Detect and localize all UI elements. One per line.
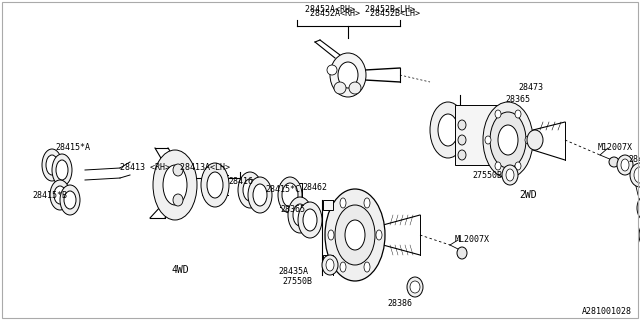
Ellipse shape (438, 114, 458, 146)
Ellipse shape (345, 220, 365, 250)
Text: 27550B: 27550B (472, 172, 502, 180)
Ellipse shape (243, 179, 257, 201)
Ellipse shape (325, 189, 385, 281)
Ellipse shape (201, 163, 229, 207)
Ellipse shape (173, 194, 183, 206)
Bar (455, 105, 510, 165)
Ellipse shape (50, 180, 70, 210)
Ellipse shape (46, 155, 58, 175)
Ellipse shape (334, 82, 346, 94)
Ellipse shape (376, 230, 382, 240)
Ellipse shape (163, 165, 187, 205)
Ellipse shape (410, 281, 420, 293)
Ellipse shape (327, 65, 337, 75)
Ellipse shape (495, 110, 501, 118)
Ellipse shape (54, 186, 66, 204)
Ellipse shape (634, 167, 640, 183)
Ellipse shape (458, 135, 466, 145)
Ellipse shape (639, 219, 640, 251)
Ellipse shape (364, 198, 370, 208)
Ellipse shape (349, 82, 361, 94)
Text: 28413 <RH>  28413A<LH>: 28413 <RH> 28413A<LH> (120, 164, 230, 172)
Text: 28452A<RH>  28452B<LH>: 28452A<RH> 28452B<LH> (305, 5, 415, 14)
Ellipse shape (278, 177, 302, 213)
Ellipse shape (64, 191, 76, 209)
Ellipse shape (483, 102, 533, 178)
Ellipse shape (637, 194, 640, 222)
Ellipse shape (326, 259, 334, 271)
Ellipse shape (502, 165, 518, 185)
Ellipse shape (173, 164, 183, 176)
Text: 28415*B: 28415*B (32, 190, 67, 199)
Ellipse shape (515, 162, 521, 170)
Text: 28473: 28473 (518, 84, 543, 92)
Text: M12007X: M12007X (598, 143, 633, 153)
Text: 28386: 28386 (387, 300, 413, 308)
Text: 4WD: 4WD (171, 265, 189, 275)
Ellipse shape (335, 205, 375, 265)
Text: 28487: 28487 (628, 156, 640, 164)
Ellipse shape (42, 149, 62, 181)
Ellipse shape (288, 197, 312, 233)
Ellipse shape (303, 209, 317, 231)
Ellipse shape (153, 150, 197, 220)
Ellipse shape (498, 125, 518, 155)
Ellipse shape (495, 162, 501, 170)
Ellipse shape (293, 204, 307, 226)
Text: 28365: 28365 (505, 95, 530, 105)
Ellipse shape (340, 262, 346, 272)
Ellipse shape (525, 136, 531, 144)
Ellipse shape (207, 172, 223, 198)
Text: A281001028: A281001028 (582, 308, 632, 316)
Ellipse shape (60, 185, 80, 215)
Ellipse shape (458, 120, 466, 130)
Text: ML2007X: ML2007X (455, 236, 490, 244)
Text: 28415*A: 28415*A (55, 143, 90, 153)
Ellipse shape (490, 112, 526, 168)
Ellipse shape (457, 247, 467, 259)
Ellipse shape (364, 262, 370, 272)
Ellipse shape (515, 110, 521, 118)
Ellipse shape (282, 183, 298, 207)
Text: 2WD: 2WD (519, 190, 537, 200)
Ellipse shape (56, 160, 68, 180)
Ellipse shape (630, 163, 640, 187)
Ellipse shape (238, 172, 262, 208)
Text: 28415*C: 28415*C (265, 186, 300, 195)
Ellipse shape (52, 154, 72, 186)
Text: 28452A<RH>  28452B<LH>: 28452A<RH> 28452B<LH> (310, 9, 420, 18)
Ellipse shape (248, 177, 272, 213)
Ellipse shape (609, 157, 619, 167)
Ellipse shape (617, 155, 633, 175)
Text: 28365: 28365 (280, 205, 305, 214)
Ellipse shape (621, 159, 629, 171)
Text: 28416: 28416 (228, 178, 253, 187)
Ellipse shape (338, 62, 358, 88)
Ellipse shape (322, 255, 338, 275)
Text: 28435A: 28435A (278, 268, 308, 276)
Text: 28462: 28462 (302, 183, 327, 193)
Ellipse shape (407, 277, 423, 297)
Ellipse shape (298, 202, 322, 238)
Bar (323, 200, 333, 210)
Ellipse shape (328, 230, 334, 240)
Ellipse shape (485, 136, 491, 144)
Bar (323, 255, 333, 265)
Text: 27550B: 27550B (282, 277, 312, 286)
Ellipse shape (527, 130, 543, 150)
Ellipse shape (253, 184, 267, 206)
Ellipse shape (340, 198, 346, 208)
Ellipse shape (430, 102, 466, 158)
Ellipse shape (458, 150, 466, 160)
Ellipse shape (506, 169, 514, 181)
Ellipse shape (330, 53, 366, 97)
